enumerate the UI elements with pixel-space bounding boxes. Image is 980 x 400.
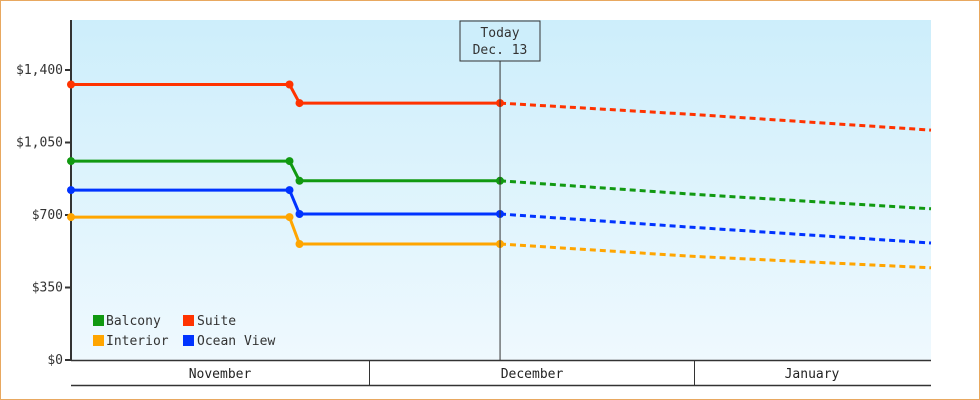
series-projection-ocean-view <box>499 212 932 245</box>
legend-item-suite[interactable]: Suite <box>183 314 236 329</box>
legend-swatch-interior <box>93 335 104 346</box>
today-label: Today <box>480 26 519 41</box>
legend-swatch-balcony <box>93 315 104 326</box>
series-projection-interior <box>499 242 932 270</box>
legend-label-ocean-view: Ocean View <box>197 334 275 349</box>
x-axis: November December January <box>71 359 931 387</box>
legend-item-ocean-view[interactable]: Ocean View <box>183 334 275 349</box>
series-balcony <box>67 157 932 211</box>
legend-item-balcony[interactable]: Balcony <box>93 314 161 329</box>
data-point[interactable] <box>67 213 75 222</box>
data-point[interactable] <box>285 80 294 89</box>
series-ocean-view <box>67 186 932 245</box>
legend: Balcony Suite Interior Ocean View <box>93 314 275 349</box>
legend-swatch-suite <box>183 315 194 326</box>
data-point[interactable] <box>295 210 304 218</box>
data-point[interactable] <box>285 213 294 222</box>
legend-item-interior[interactable]: Interior <box>93 334 169 349</box>
y-tick-label: $1,400 <box>16 63 63 78</box>
y-tick-label: $0 <box>47 353 63 368</box>
y-tick-label: $350 <box>32 281 63 296</box>
series-suite <box>67 80 932 132</box>
y-axis: $0 $350 $700 $1,050 $1,400 <box>16 20 72 368</box>
data-point[interactable] <box>295 240 304 248</box>
legend-swatch-ocean-view <box>183 335 194 346</box>
data-point[interactable] <box>295 176 304 185</box>
series-line-balcony <box>71 159 500 183</box>
series-layer <box>67 80 932 270</box>
series-line-suite <box>71 83 500 105</box>
data-point[interactable] <box>285 157 294 166</box>
data-point[interactable] <box>67 186 75 195</box>
series-projection-suite <box>499 101 932 132</box>
series-projection-balcony <box>499 179 932 211</box>
series-line-interior <box>71 215 500 246</box>
today-date: Dec. 13 <box>473 43 528 58</box>
legend-label-suite: Suite <box>197 314 236 329</box>
month-label-december: December <box>501 367 564 382</box>
legend-label-interior: Interior <box>106 334 169 349</box>
month-label-november: November <box>189 367 252 382</box>
month-label-january: January <box>785 367 840 382</box>
today-marker: Today Dec. 13 <box>459 20 541 360</box>
data-point[interactable] <box>295 99 304 108</box>
y-tick-label: $1,050 <box>16 136 63 151</box>
y-tick-label: $700 <box>32 208 63 223</box>
data-point[interactable] <box>285 186 294 195</box>
series-line-ocean-view <box>71 188 500 216</box>
legend-label-balcony: Balcony <box>106 314 161 329</box>
data-point[interactable] <box>67 157 75 166</box>
today-box <box>459 20 541 62</box>
data-point[interactable] <box>67 80 75 89</box>
